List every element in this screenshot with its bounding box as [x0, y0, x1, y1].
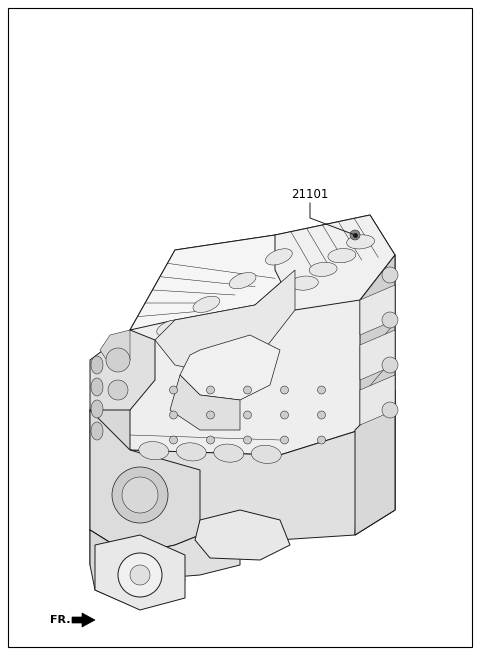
Circle shape [317, 386, 325, 394]
Polygon shape [275, 215, 395, 310]
Ellipse shape [309, 262, 337, 276]
Text: 21101: 21101 [291, 189, 329, 202]
Circle shape [118, 553, 162, 597]
Ellipse shape [290, 276, 318, 290]
Ellipse shape [139, 441, 168, 460]
Circle shape [169, 386, 178, 394]
Polygon shape [90, 530, 185, 605]
Circle shape [382, 267, 398, 283]
Circle shape [280, 411, 288, 419]
Circle shape [382, 357, 398, 373]
Circle shape [206, 436, 215, 444]
Circle shape [169, 411, 178, 419]
Polygon shape [360, 375, 395, 425]
Polygon shape [90, 215, 395, 470]
Polygon shape [90, 330, 155, 410]
Polygon shape [355, 390, 395, 535]
Circle shape [112, 467, 168, 523]
Ellipse shape [157, 320, 183, 336]
Circle shape [206, 386, 215, 394]
Polygon shape [170, 375, 240, 430]
Circle shape [243, 411, 252, 419]
Circle shape [243, 436, 252, 444]
Circle shape [243, 386, 252, 394]
Circle shape [130, 565, 150, 585]
Text: FR.: FR. [50, 615, 71, 625]
Polygon shape [130, 235, 295, 330]
Ellipse shape [91, 356, 103, 374]
Polygon shape [155, 270, 295, 375]
Polygon shape [100, 330, 130, 365]
Polygon shape [90, 410, 200, 555]
Circle shape [280, 436, 288, 444]
Circle shape [350, 230, 360, 240]
Ellipse shape [91, 378, 103, 396]
Ellipse shape [252, 445, 281, 464]
Polygon shape [355, 255, 395, 535]
Circle shape [169, 436, 178, 444]
Polygon shape [90, 330, 130, 530]
Circle shape [206, 411, 215, 419]
Ellipse shape [214, 444, 244, 462]
Ellipse shape [91, 400, 103, 418]
Circle shape [280, 386, 288, 394]
Ellipse shape [265, 249, 292, 265]
Ellipse shape [328, 248, 356, 263]
Ellipse shape [176, 443, 206, 461]
Polygon shape [72, 613, 95, 627]
Polygon shape [90, 390, 395, 545]
Ellipse shape [347, 234, 374, 249]
Circle shape [317, 436, 325, 444]
Ellipse shape [91, 422, 103, 440]
Circle shape [108, 380, 128, 400]
Polygon shape [95, 535, 185, 610]
Polygon shape [360, 285, 395, 335]
Polygon shape [180, 335, 280, 400]
Circle shape [382, 312, 398, 328]
Ellipse shape [193, 296, 220, 312]
Polygon shape [195, 510, 290, 560]
Circle shape [317, 411, 325, 419]
Circle shape [122, 477, 158, 513]
Polygon shape [90, 530, 240, 580]
Polygon shape [360, 330, 395, 380]
Ellipse shape [229, 272, 256, 289]
Circle shape [382, 402, 398, 418]
Circle shape [106, 348, 130, 372]
